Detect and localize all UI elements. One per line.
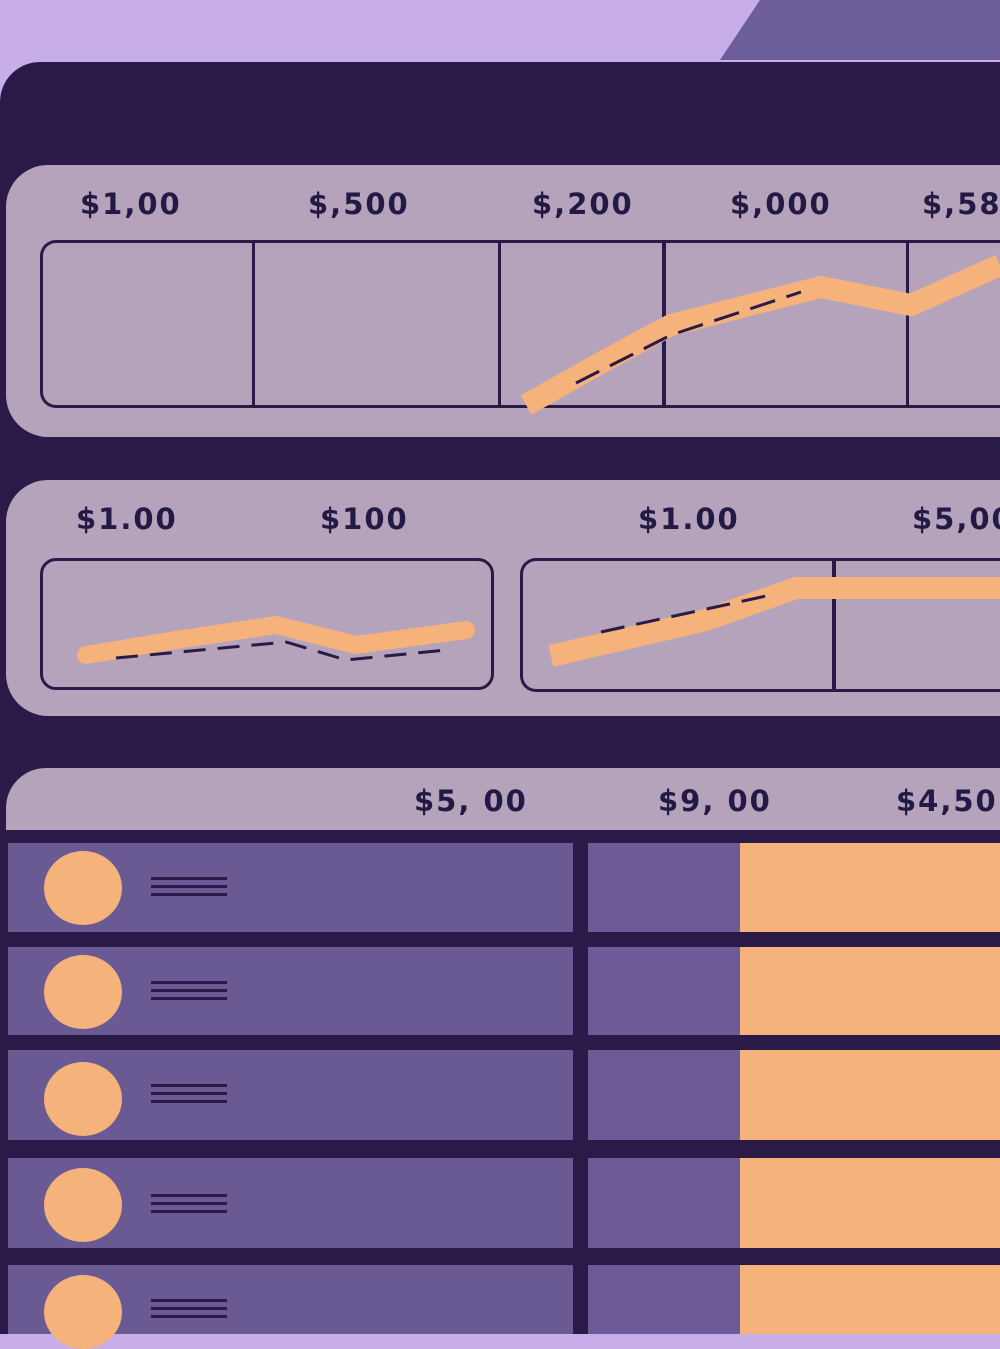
gridline <box>906 243 909 405</box>
table-row[interactable] <box>8 1158 1000 1248</box>
gridline <box>252 243 255 405</box>
row-accent-cell <box>740 843 1000 932</box>
avatar <box>44 1062 122 1136</box>
row-accent-cell <box>740 1265 1000 1334</box>
column-header[interactable]: $9, 00 <box>658 784 772 818</box>
top-chart-label: $,000 <box>730 187 832 221</box>
gridline <box>832 560 836 692</box>
avatar <box>44 1168 122 1242</box>
row-value-cell <box>588 1158 740 1248</box>
menu-icon[interactable] <box>151 1194 227 1218</box>
row-value-cell <box>588 843 740 932</box>
middle-chart-label: $1.00 <box>638 502 740 536</box>
row-value-cell <box>588 1265 740 1334</box>
middle-chart-left <box>40 558 494 690</box>
menu-icon[interactable] <box>151 981 227 1005</box>
avatar <box>44 851 122 925</box>
top-chart-label: $,500 <box>308 187 410 221</box>
column-header[interactable]: $4,50 <box>896 784 998 818</box>
middle-chart-card: $1.00 $100 $1.00 $5,00 <box>6 480 1000 716</box>
top-chart-line <box>520 254 1000 415</box>
row-accent-cell <box>740 947 1000 1035</box>
top-chart-label: $1,00 <box>80 187 182 221</box>
gridline <box>498 243 501 405</box>
top-chart-label: $,58 <box>922 187 1000 221</box>
row-accent-cell <box>740 1158 1000 1248</box>
column-header[interactable]: $5, 00 <box>414 784 528 818</box>
background-patch <box>720 0 1000 60</box>
menu-icon[interactable] <box>151 1299 227 1323</box>
table-row[interactable] <box>8 947 1000 1035</box>
avatar <box>44 955 122 1029</box>
top-chart-label: $,200 <box>532 187 634 221</box>
table-row[interactable] <box>8 1050 1000 1140</box>
middle-chart-right <box>520 558 1000 692</box>
menu-icon[interactable] <box>151 1084 227 1108</box>
top-chart-card: $1,00 $,500 $,200 $,000 $,58 <box>6 165 1000 437</box>
table-row[interactable] <box>8 1265 1000 1349</box>
table-row[interactable] <box>8 843 1000 932</box>
avatar <box>44 1275 122 1349</box>
row-value-cell <box>588 947 740 1035</box>
row-value-cell <box>588 1050 740 1140</box>
table-header: $5, 00 $9, 00 $4,50 <box>6 768 1000 830</box>
middle-chart-label: $100 <box>320 502 409 536</box>
menu-icon[interactable] <box>151 877 227 901</box>
middle-chart-lines <box>77 577 1000 667</box>
middle-chart-label: $5,00 <box>912 502 1000 536</box>
row-accent-cell <box>740 1050 1000 1140</box>
middle-chart-label: $1.00 <box>76 502 178 536</box>
top-chart-plot <box>40 240 1000 408</box>
